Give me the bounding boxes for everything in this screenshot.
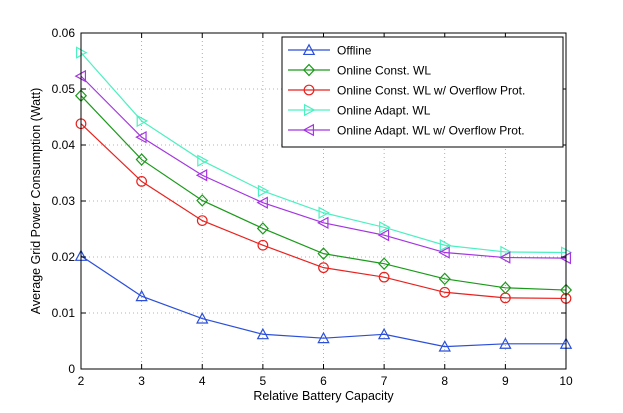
data-point [136,114,149,128]
x-tick-label: 10 [559,374,573,388]
legend-label: Online Adapt. WL w/ Overflow Prot. [337,124,525,138]
x-tick-label: 3 [138,374,145,388]
x-tick-label: 2 [78,374,85,388]
legend-marker [302,63,316,77]
data-point [317,331,330,344]
x-tick-label: 6 [320,374,327,388]
y-tick-label: 0.06 [52,26,76,40]
series-line [80,52,567,254]
data-point [257,184,270,198]
data-point [378,257,391,271]
x-tick-label: 8 [441,374,448,388]
data-point [318,206,330,219]
legend-marker [302,43,316,56]
y-tick-label: 0.03 [52,194,76,208]
x-tick-label: 9 [502,374,509,388]
legend-label: Online Const. WL [337,64,431,78]
data-point [136,175,148,187]
legend-marker [303,84,315,96]
data-point [256,196,268,209]
data-point [438,340,451,352]
y-tick-label: 0 [68,362,75,376]
legend: Offline Online Const. WL Online Const. WL … [281,36,564,148]
data-point [257,239,269,251]
series-line [80,123,567,300]
x-tick-label: 5 [260,374,267,388]
series-line [80,75,567,259]
legend-item: Online Adapt. WL w/ Overflow Prot. [288,124,525,138]
data-point [379,221,391,234]
data-point [317,247,330,260]
y-tick-label: 0.01 [52,306,76,320]
data-point [439,286,451,298]
data-point [499,292,511,304]
y-axis-label: Average Grid Power Consumption (Watt) [29,88,43,314]
x-axis-label: Relative Battery Capacity [253,389,394,403]
x-tick-label: 7 [381,374,388,388]
legend-box [281,36,564,148]
data-point [135,153,148,166]
legend-label: Online Const. WL w/ Overflow Prot. [337,84,525,98]
y-tick-label: 0.04 [52,138,76,152]
data-point [197,154,209,167]
data-point [196,312,209,324]
data-point [377,228,390,242]
data-point [135,130,147,144]
series-line [80,255,566,348]
series-5 [74,69,572,265]
data-point [499,337,512,349]
data-point [256,327,270,340]
data-point [378,271,390,283]
data-point [438,272,451,286]
data-point [196,215,208,227]
legend-item: Offline [288,44,372,58]
data-point [317,216,329,230]
x-tick-label: 4 [199,374,206,388]
series-line [80,95,567,291]
axis-ticks: 2 3 4 5 6 7 8 9 10 0 0.01 0.02 0.03 0.04 0.05 0.06 [52,26,573,388]
data-point [195,169,208,182]
legend-label: Online Adapt. WL [337,104,431,118]
data-point [377,327,391,340]
data-point [498,251,511,264]
data-point [196,194,209,207]
data-point [438,246,450,259]
legend-item: Online Adapt. WL [288,104,431,118]
data-point [256,222,269,235]
data-point [135,289,148,302]
legend-item: Online Const. WL [288,64,431,78]
data-point [439,239,452,252]
data-point [318,262,329,274]
series-2 [74,89,573,297]
legend-marker [303,103,316,117]
legend-item: Online Const. WL w/ Overflow Prot. [288,84,525,98]
y-tick-label: 0.02 [52,250,76,264]
legend-label: Offline [337,44,372,58]
legend-marker [302,123,315,137]
y-tick-label: 0.05 [52,82,76,96]
